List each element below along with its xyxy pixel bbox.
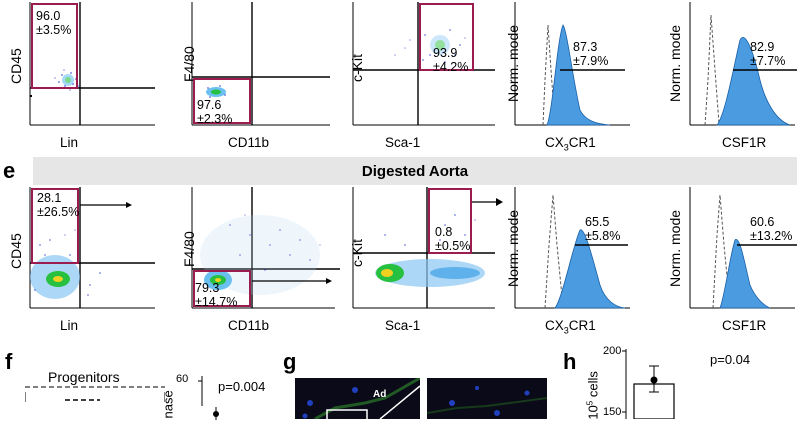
plot-axes xyxy=(191,187,340,309)
panel-f-datapoint xyxy=(213,407,219,420)
gate-box xyxy=(419,3,474,71)
histogram-bottom-csf1r: Norm. mode 60.6 ±13.2% CSF1R xyxy=(645,185,800,345)
histogram-value: 65.5 ±5.8% xyxy=(585,215,621,244)
x-axis-label: Lin xyxy=(60,135,79,150)
panel-h-pvalue: p=0.04 xyxy=(710,352,751,367)
panel-h-tick-150: 150 xyxy=(603,406,622,418)
x-axis-label: CD11b xyxy=(228,135,270,150)
flow-plot-bottom-f480-cd11b: F4/80 79.3 ±14.7% CD11b xyxy=(170,185,345,345)
flow-plot-top-cd45-lin: CD45 96.0 ±3.5% Lin xyxy=(0,0,170,160)
histogram-axes xyxy=(514,2,630,126)
gate-box xyxy=(193,78,251,124)
gate-box xyxy=(193,270,251,307)
x-axis-label: CSF1R xyxy=(722,318,767,333)
panel-letter-h: h xyxy=(563,349,577,374)
x-axis-label: Sca-1 xyxy=(385,318,421,333)
plot-axes xyxy=(191,2,330,126)
panel-f-ylabel: nase xyxy=(160,390,176,419)
panel-f-axis-tick: 60 xyxy=(176,373,189,385)
flow-plot-bottom-cd45-lin: CD45 28.1 ±26.5% Lin xyxy=(0,185,175,345)
x-axis-label: CX3CR1 xyxy=(545,318,596,336)
gate-value: 93.9 ±4.2% xyxy=(433,46,469,75)
gate-box xyxy=(31,3,78,89)
histogram-bottom-cx3cr1: Norm. mode 65.5 ±5.8% CX3CR1 xyxy=(485,185,645,345)
histogram-axes xyxy=(514,187,630,309)
histogram-top-csf1r: Norm. mode 82.9 ±7.7% CSF1R xyxy=(645,0,800,160)
section-banner: Digested Aorta xyxy=(33,157,797,185)
gate-value: 0.8 ±0.5% xyxy=(435,225,471,254)
gate-arrow xyxy=(472,198,503,206)
panel-f-pvalue: p=0.004 xyxy=(218,379,266,394)
panel-letter-e: e xyxy=(3,158,16,183)
gate-value: 96.0 ±3.5% xyxy=(36,9,72,38)
microscopy-image-left: Ad xyxy=(295,378,420,419)
histogram-value: 87.3 ±7.9% xyxy=(573,40,609,69)
panel-f-title: Progenitors xyxy=(48,369,120,385)
x-axis-label: Sca-1 xyxy=(385,135,421,150)
histogram-value: 60.6 ±13.2% xyxy=(750,215,793,244)
panel-f-axis xyxy=(198,376,203,406)
x-axis-label: CX3CR1 xyxy=(545,135,596,153)
label-ad: Ad xyxy=(373,389,387,400)
flow-plot-top-ckit-sca1: c-Kit 93.9 ±4.2% Sca-1 xyxy=(345,0,510,160)
microscopy-image-right xyxy=(427,378,547,419)
x-axis-label: CD11b xyxy=(228,318,270,333)
histogram-axes xyxy=(689,2,797,126)
gate-box xyxy=(428,188,472,254)
panel-f-dashed-line xyxy=(25,386,165,402)
plot-axes xyxy=(352,187,495,309)
panel-h-tick-200: 200 xyxy=(603,345,622,357)
gate-value: 79.3 ±14.7% xyxy=(195,281,238,310)
panel-letter-f: f xyxy=(5,349,13,374)
gate-value: 28.1 ±26.5% xyxy=(37,191,80,220)
histogram-axes xyxy=(689,187,797,309)
panel-letter-g: g xyxy=(283,349,297,374)
panel-h-bar-chart xyxy=(622,349,675,419)
gate-box xyxy=(31,188,79,264)
x-axis-label: Lin xyxy=(60,318,79,333)
panel-h-ylabel: 105 cells xyxy=(585,371,601,420)
plot-axes xyxy=(29,2,155,126)
x-axis-label: CSF1R xyxy=(722,135,767,150)
plot-axes xyxy=(29,187,155,309)
flow-plot-top-f480-cd11b: F4/80 97.6 ±2.3% CD11b xyxy=(170,0,345,160)
histogram-top-cx3cr1: Norm. mode 87.3 ±7.9% CX3CR1 xyxy=(485,0,645,160)
gate-value: 97.6 ±2.3% xyxy=(197,98,233,127)
banner-title: Digested Aorta xyxy=(361,163,469,180)
flow-plot-bottom-ckit-sca1: c-Kit 0.8 ±0.5% Sca-1 xyxy=(345,185,510,345)
histogram-value: 82.9 ±7.7% xyxy=(750,40,786,69)
